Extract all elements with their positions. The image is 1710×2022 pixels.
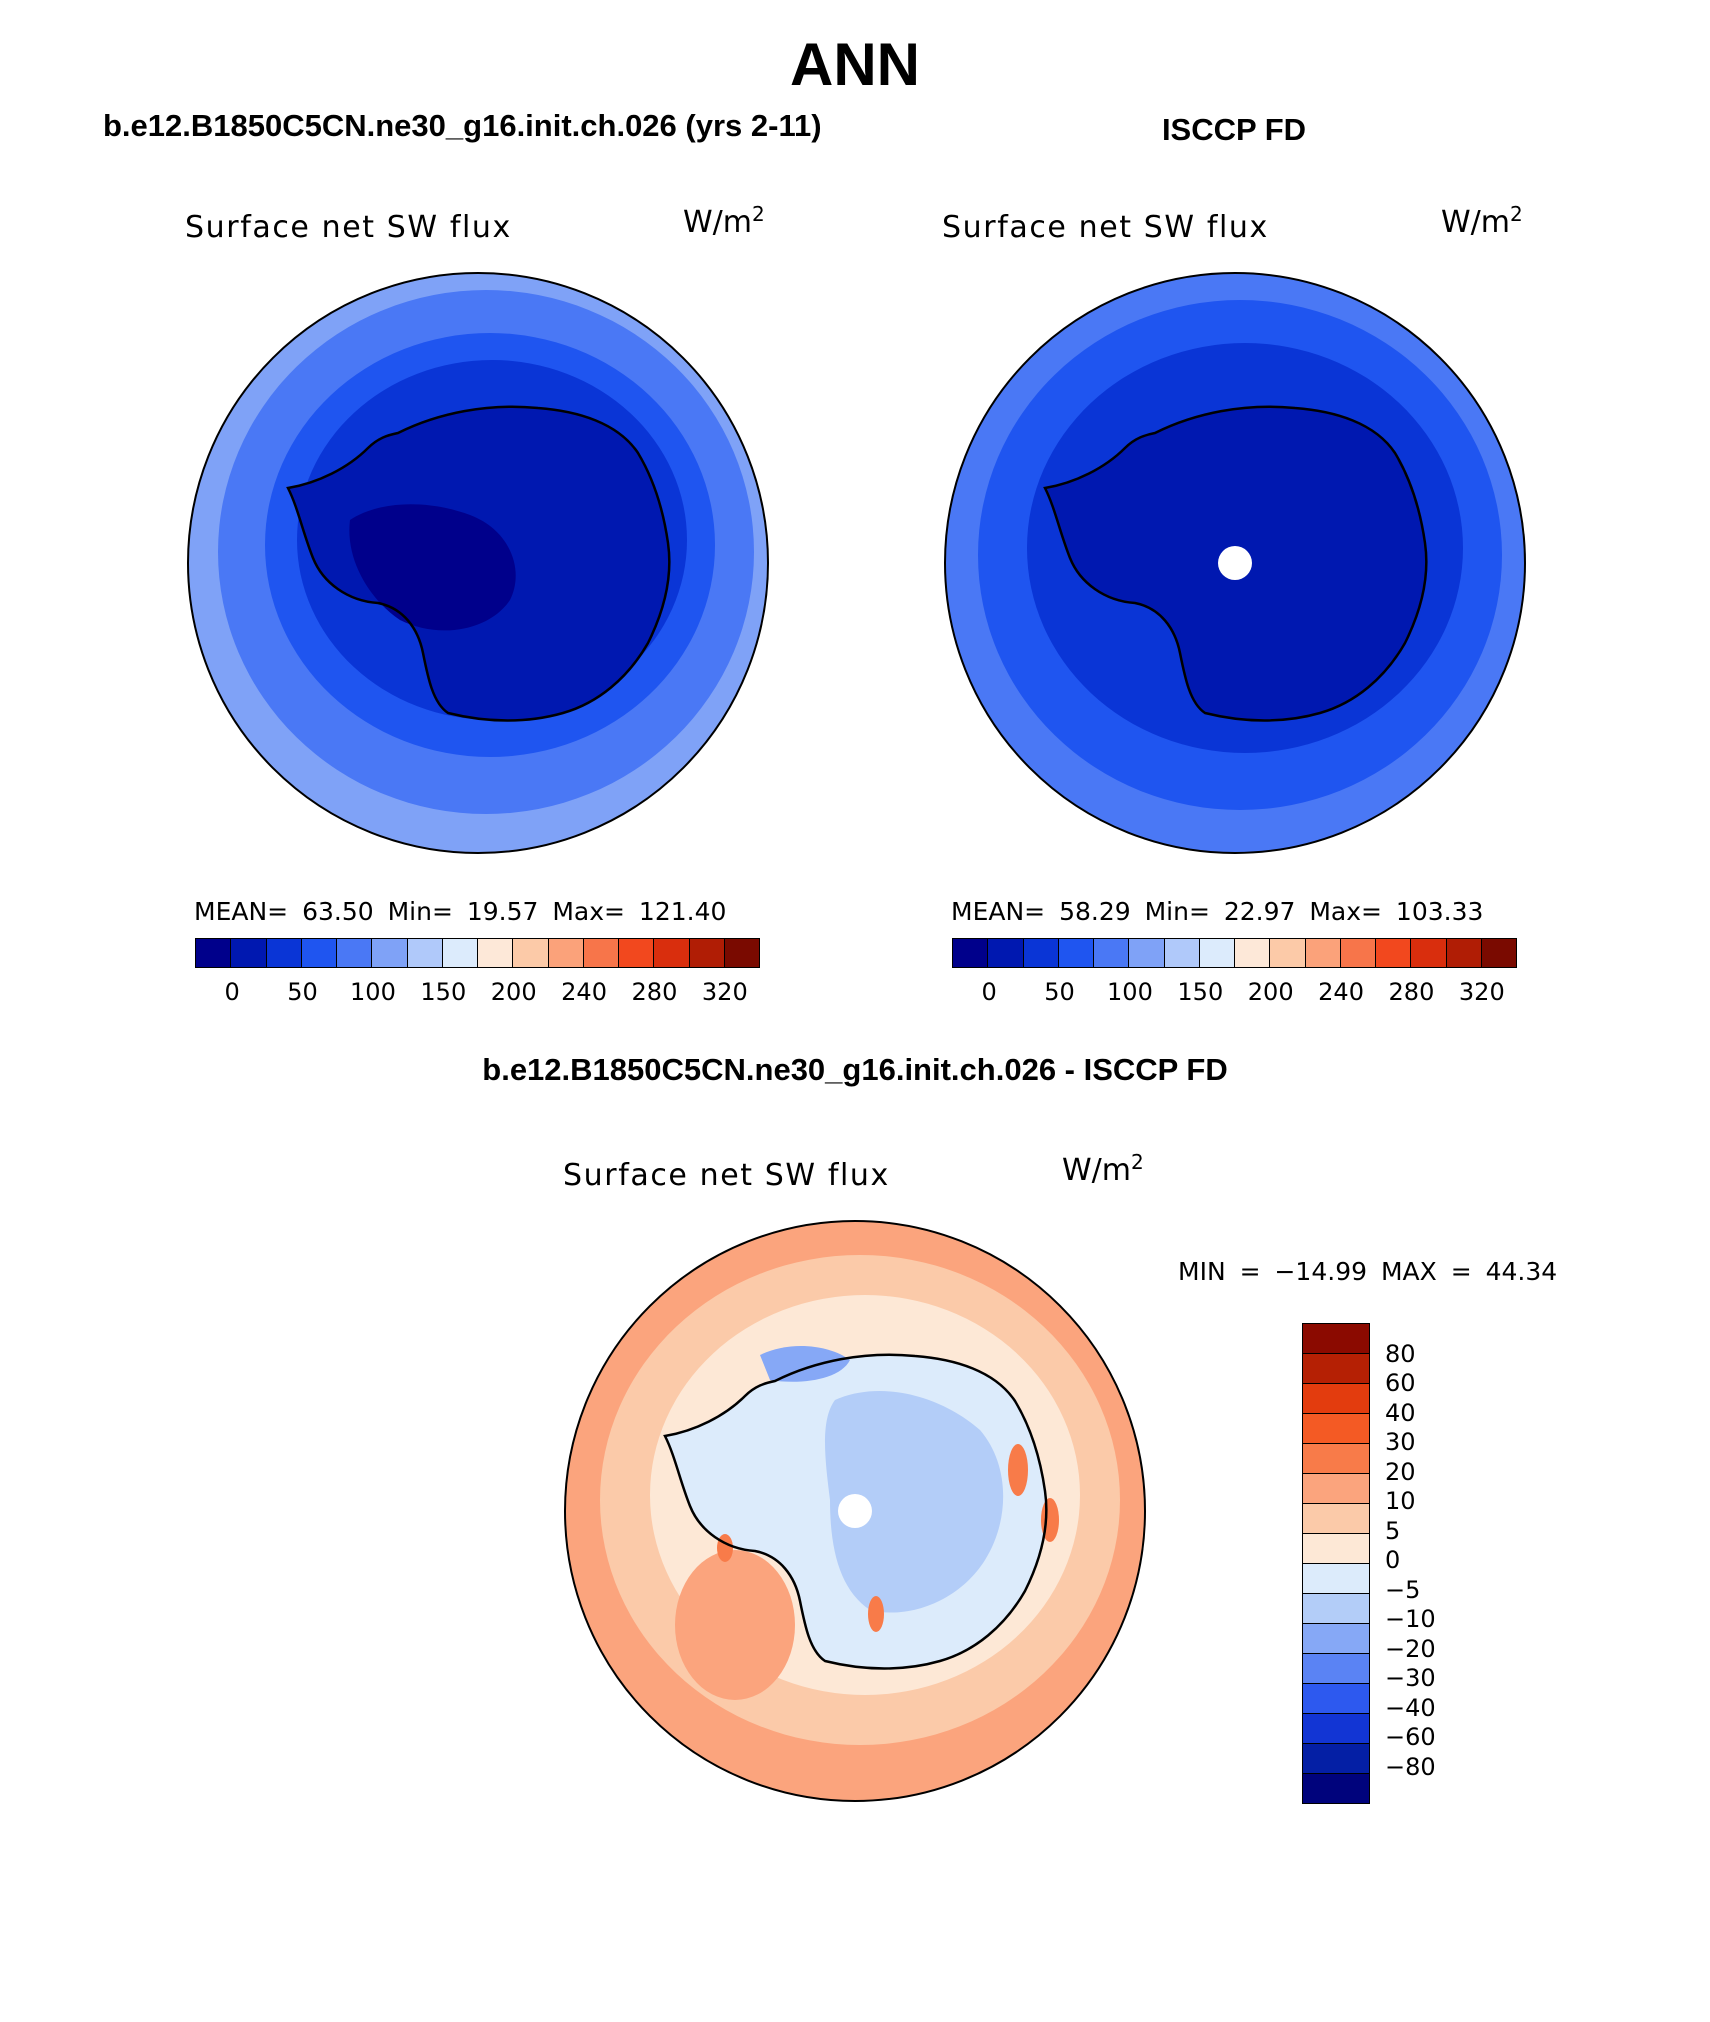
colorbar-segment [1303, 1354, 1369, 1384]
difference-panel-title: b.e12.B1850C5CN.ne30_g16.init.ch.026 - I… [482, 1052, 1228, 1087]
colorbar-segment [724, 939, 759, 967]
colorbar-segment [1129, 939, 1165, 967]
colorbar-segment [1481, 939, 1516, 967]
colorbar-segment [1303, 1444, 1369, 1474]
difference-stats: MIN = −14.99 MAX = 44.34 [1178, 1257, 1558, 1286]
colorbar-segment [1094, 939, 1130, 967]
colorbar-segment [231, 939, 267, 967]
colorbar-segment [478, 939, 514, 967]
colorbar-tick-label: −5 [1385, 1575, 1421, 1604]
colorbar-segment [1446, 939, 1482, 967]
colorbar-tick-label: 280 [631, 978, 678, 1006]
colorbar-tick-label: 60 [1385, 1369, 1416, 1397]
colorbar-segment [1303, 1774, 1369, 1803]
colorbar-segment [1303, 1684, 1369, 1714]
colorbar-tick-label: 100 [350, 978, 396, 1006]
colorbar-tick-label: 240 [1318, 978, 1364, 1006]
colorbar-segment [196, 939, 232, 967]
colorbar-tick-label: 0 [224, 978, 240, 1006]
colorbar-tick-label: 200 [490, 978, 537, 1006]
colorbar-segment [1303, 1534, 1369, 1564]
colorbar-segment [689, 939, 725, 967]
model-variable-label: Surface net SW flux [185, 210, 512, 245]
colorbar-segment [1303, 1414, 1369, 1444]
colorbar-segment [548, 939, 584, 967]
model-map [188, 273, 768, 853]
colorbar-tick-label: 320 [701, 978, 748, 1006]
colorbar-segment [1058, 939, 1094, 967]
colorbar-segment [1303, 1504, 1369, 1534]
colorbar-tick-label: 0 [981, 978, 997, 1006]
colorbar-tick-label: 30 [1385, 1428, 1416, 1456]
obs-colorbar [952, 938, 1517, 968]
model-colorbar [195, 938, 760, 968]
colorbar-tick-label: 280 [1388, 978, 1435, 1006]
colorbar-tick-label: 10 [1385, 1487, 1416, 1515]
colorbar-segment [583, 939, 619, 967]
colorbar-segment [1376, 939, 1412, 967]
colorbar-segment [1305, 939, 1341, 967]
colorbar-segment [1199, 939, 1235, 967]
difference-unit-label: W/m2 [1062, 1150, 1144, 1188]
colorbar-tick-label: 0 [1385, 1546, 1401, 1574]
colorbar-segment [1303, 1324, 1369, 1354]
colorbar-segment [1164, 939, 1200, 967]
colorbar-tick-label: 150 [420, 978, 467, 1006]
colorbar-tick-label: 80 [1385, 1339, 1416, 1368]
colorbar-segment [1235, 939, 1271, 967]
difference-variable-label: Surface net SW flux [563, 1158, 890, 1193]
colorbar-segment [1303, 1714, 1369, 1744]
page-title: ANN [790, 31, 920, 98]
colorbar-segment [442, 939, 478, 967]
colorbar-segment [301, 939, 337, 967]
colorbar-segment [953, 939, 989, 967]
colorbar-segment [1303, 1744, 1369, 1774]
difference-map [565, 1221, 1145, 1801]
colorbar-tick-label: 5 [1385, 1516, 1401, 1545]
obs-map [945, 273, 1525, 853]
colorbar-tick-label: 240 [561, 978, 607, 1006]
model-unit-label: W/m2 [683, 202, 765, 240]
colorbar-segment [1303, 1654, 1369, 1684]
colorbar-segment [654, 939, 690, 967]
colorbar-segment [407, 939, 443, 967]
obs-stats: MEAN= 58.29 Min= 22.97 Max= 103.33 [951, 897, 1484, 926]
colorbar-segment [1303, 1384, 1369, 1414]
colorbar-tick-label: 50 [287, 978, 318, 1006]
colorbar-tick-label: 320 [1458, 978, 1505, 1006]
colorbar-tick-label: 200 [1247, 978, 1294, 1006]
colorbar-segment [1270, 939, 1306, 967]
colorbar-tick-label: 20 [1385, 1457, 1416, 1486]
colorbar-segment [1023, 939, 1059, 967]
difference-colorbar [1302, 1323, 1370, 1804]
colorbar-segment [619, 939, 655, 967]
obs-panel-title: ISCCP FD [1161, 112, 1307, 147]
obs-unit-label: W/m2 [1441, 202, 1523, 240]
colorbar-segment [1303, 1624, 1369, 1654]
colorbar-tick-label: −80 [1385, 1752, 1436, 1781]
colorbar-segment [1303, 1594, 1369, 1624]
model-stats: MEAN= 63.50 Min= 19.57 Max= 121.40 [194, 897, 727, 926]
colorbar-segment [988, 939, 1024, 967]
colorbar-tick-label: 50 [1044, 978, 1075, 1006]
colorbar-segment [1340, 939, 1376, 967]
colorbar-segment [1303, 1474, 1369, 1504]
colorbar-segment [1303, 1564, 1369, 1594]
colorbar-segment [513, 939, 549, 967]
colorbar-tick-label: −60 [1385, 1723, 1436, 1751]
model-panel-title: b.e12.B1850C5CN.ne30_g16.init.ch.026 (yr… [103, 108, 822, 143]
colorbar-tick-label: −30 [1385, 1664, 1436, 1692]
obs-variable-label: Surface net SW flux [942, 210, 1269, 245]
colorbar-tick-label: 100 [1107, 978, 1153, 1006]
colorbar-tick-label: 40 [1385, 1398, 1416, 1427]
colorbar-segment [337, 939, 373, 967]
colorbar-tick-label: 150 [1177, 978, 1224, 1006]
colorbar-tick-label: −40 [1385, 1693, 1436, 1722]
colorbar-tick-label: −20 [1385, 1634, 1436, 1663]
colorbar-segment [372, 939, 408, 967]
colorbar-segment [266, 939, 302, 967]
colorbar-segment [1411, 939, 1447, 967]
colorbar-tick-label: −10 [1385, 1605, 1436, 1633]
